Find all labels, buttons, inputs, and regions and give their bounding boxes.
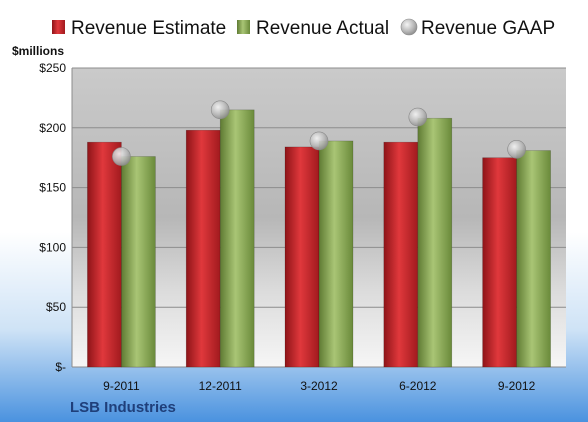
gaap-marker: [309, 131, 329, 151]
bar-revenue-estimate: [383, 141, 419, 368]
legend-label-revenue-actual: Revenue Actual: [256, 18, 389, 39]
bar-revenue-actual: [417, 117, 453, 368]
bar-revenue-estimate: [87, 141, 122, 368]
x-tick-label: 9-2012: [498, 379, 536, 393]
bar-revenue-estimate: [482, 157, 517, 368]
company-label: LSB Industries: [70, 399, 176, 416]
bar-revenue-estimate: [185, 129, 221, 368]
y-tick-label: $50: [46, 300, 66, 314]
y-tick-label: $250: [39, 61, 66, 75]
y-tick-label: $150: [39, 181, 66, 195]
gaap-markers: [112, 100, 526, 166]
legend-swatch-revenue-gaap: [400, 18, 418, 36]
bar-revenue-actual: [318, 140, 354, 368]
legend-label-revenue-gaap: Revenue GAAP: [421, 18, 555, 39]
gaap-marker: [507, 140, 526, 159]
legend-label-revenue-estimate: Revenue Estimate: [71, 18, 226, 39]
y-tick-label: $-: [55, 360, 66, 374]
legend-swatch-revenue-estimate: [52, 20, 65, 34]
x-tick-label: 12-2011: [199, 379, 242, 393]
x-tick-label: 9-2011: [103, 379, 140, 393]
units-label: $millions: [12, 44, 64, 58]
legend-swatch-revenue-actual: [237, 20, 250, 34]
gaap-marker: [112, 147, 131, 166]
y-tick-label: $200: [39, 121, 66, 135]
bar-revenue-estimate: [284, 146, 320, 368]
bars: [87, 109, 551, 368]
legend: Revenue Estimate Revenue Actual Revenue GA…: [52, 18, 555, 39]
x-tick-label: 3-2012: [300, 379, 338, 393]
gaap-marker: [408, 107, 428, 127]
gaap-marker: [210, 100, 230, 120]
bar-revenue-actual: [121, 156, 156, 368]
x-tick-label: 6-2012: [399, 379, 437, 393]
y-tick-label: $100: [39, 240, 66, 254]
bar-revenue-actual: [219, 109, 255, 368]
bar-revenue-actual: [516, 150, 551, 368]
axes: $- $50 $100 $150 $200 $250 9-2011 12-2011 3-2012…: [39, 61, 535, 393]
